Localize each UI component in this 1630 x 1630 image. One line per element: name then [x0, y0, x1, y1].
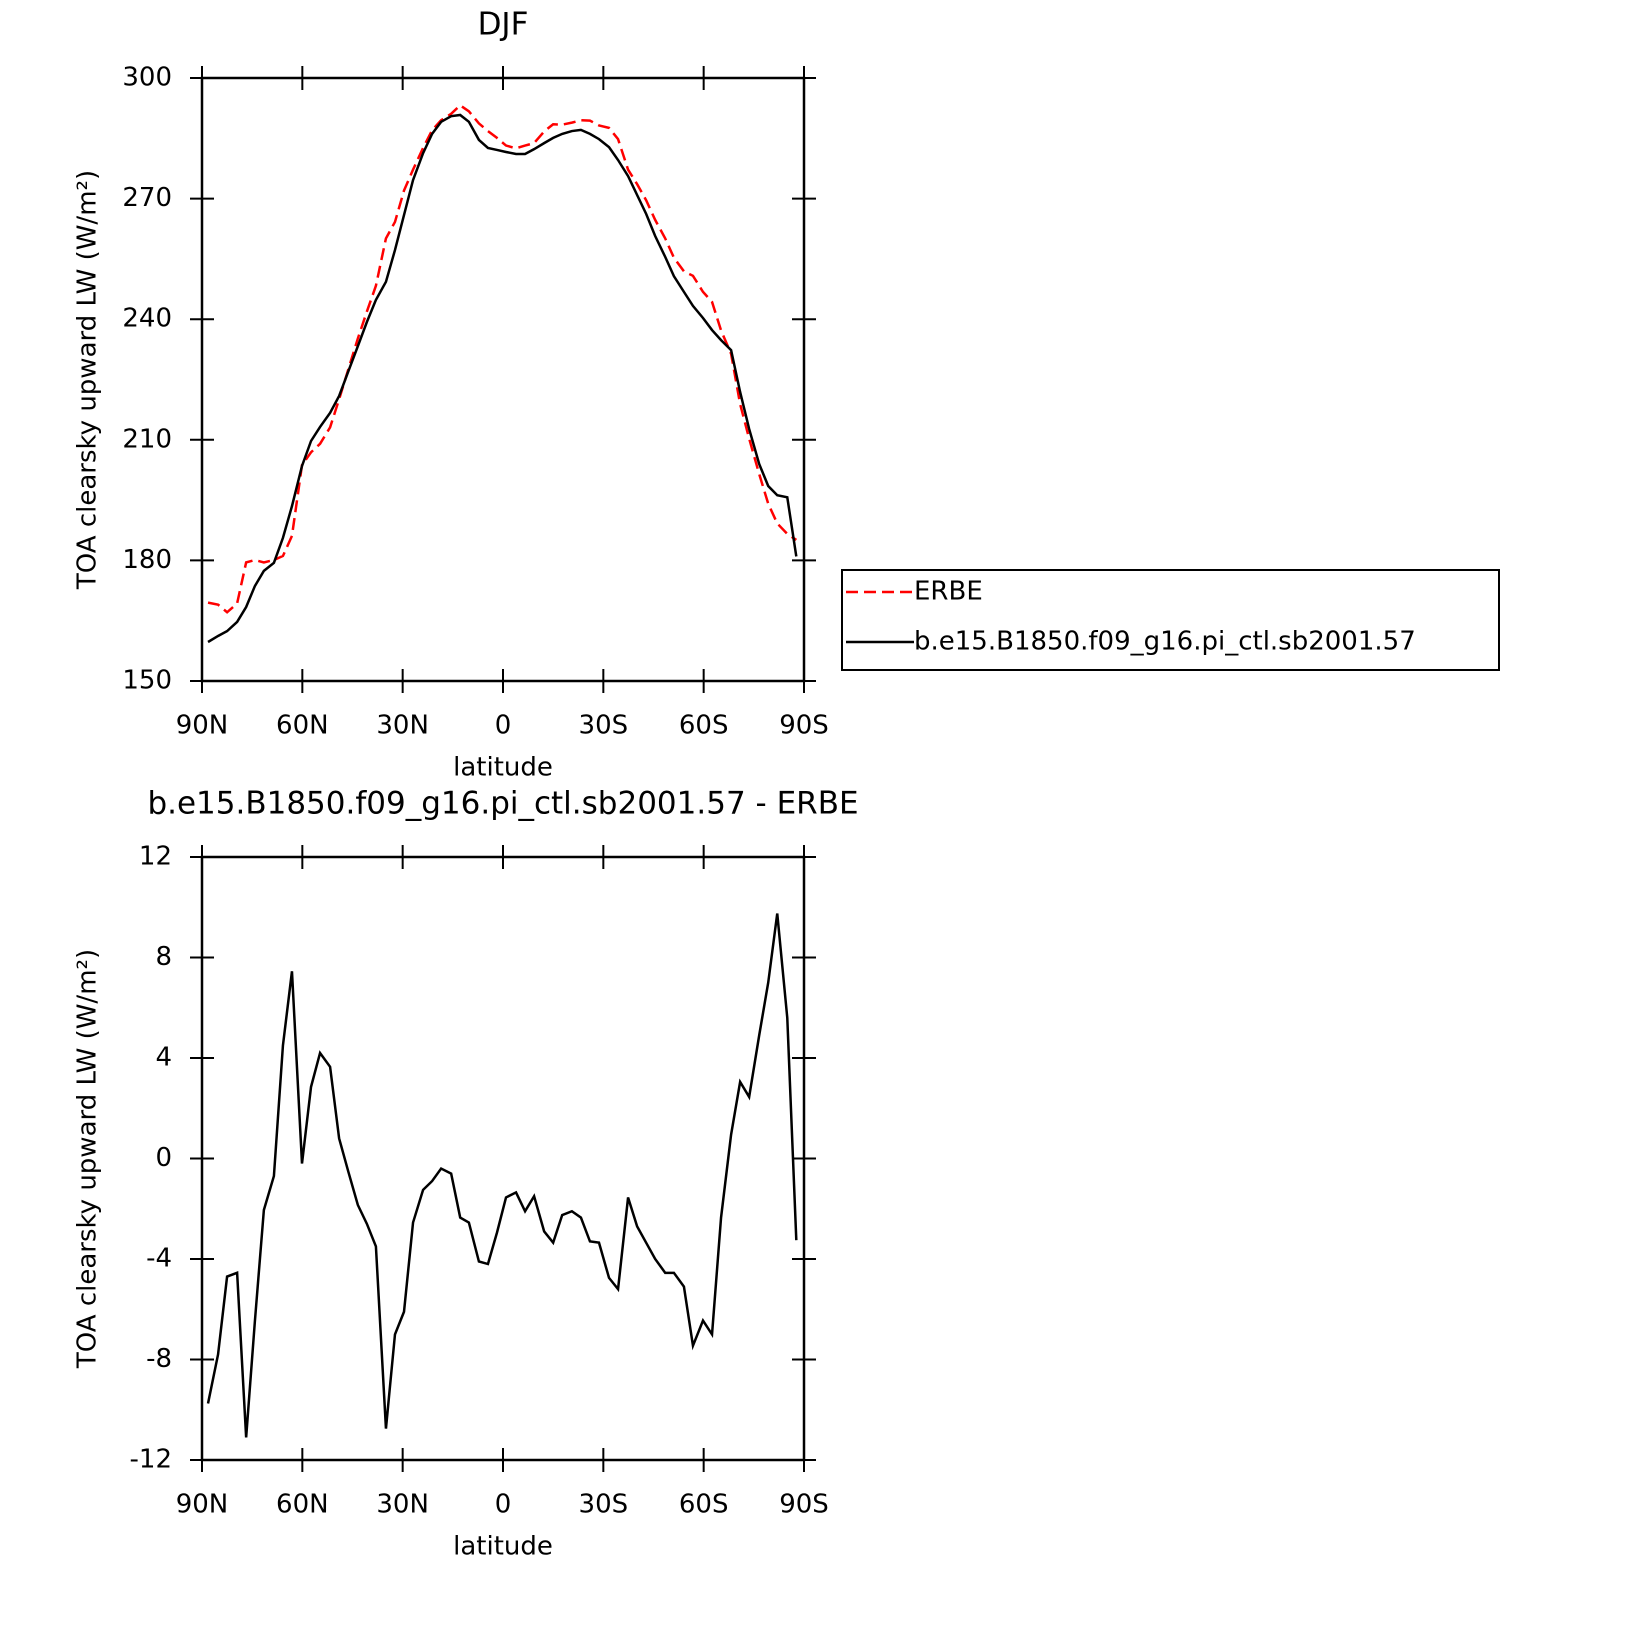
x-axis-label: latitude [453, 753, 553, 783]
x-tick-label: 90N [176, 1490, 229, 1520]
x-tick-label: 90N [176, 711, 229, 741]
x-tick-label: 30N [376, 711, 429, 741]
y-tick-label: -4 [146, 1244, 172, 1274]
data-line [206, 913, 798, 1438]
x-tick-label: 30N [376, 1490, 429, 1520]
y-tick-label: 0 [155, 1143, 172, 1173]
y-tick-label: 4 [155, 1043, 172, 1073]
y-axis-label: TOA clearsky upward LW (W/m²) [73, 170, 103, 590]
y-axis-label: TOA clearsky upward LW (W/m²) [73, 949, 103, 1369]
y-tick-label: 12 [139, 842, 172, 872]
y-tick-label: -8 [146, 1344, 172, 1374]
chart-title: DJF [478, 7, 529, 43]
x-tick-label: 0 [495, 711, 512, 741]
x-tick-label: 60S [679, 711, 729, 741]
y-tick-label: 300 [122, 63, 172, 93]
data-line [207, 113, 798, 644]
y-tick-label: 180 [122, 545, 172, 575]
x-tick-label: 30S [579, 711, 629, 741]
x-tick-label: 30S [579, 1490, 629, 1520]
x-tick-label: 0 [495, 1490, 512, 1520]
x-axis-label: latitude [453, 1532, 553, 1562]
legend-label: ERBE [914, 577, 983, 607]
y-tick-label: 240 [122, 304, 172, 334]
plot-frame [200, 76, 806, 683]
y-tick-label: 150 [122, 666, 172, 696]
y-tick-label: 8 [155, 942, 172, 972]
y-tick-label: 270 [122, 183, 172, 213]
data-line [207, 103, 798, 614]
x-tick-label: 60S [679, 1490, 729, 1520]
x-tick-label: 60N [276, 1490, 329, 1520]
x-tick-label: 90S [779, 711, 829, 741]
legend-label: b.e15.B1850.f09_g16.pi_ctl.sb2001.57 [914, 627, 1416, 657]
y-tick-label: -12 [130, 1445, 172, 1475]
x-tick-label: 90S [779, 1490, 829, 1520]
x-tick-label: 60N [276, 711, 329, 741]
chart-title: b.e15.B1850.f09_g16.pi_ctl.sb2001.57 - E… [147, 786, 858, 822]
plot-frame [200, 855, 806, 1462]
legend-frame [841, 569, 1500, 671]
y-tick-label: 210 [122, 424, 172, 454]
